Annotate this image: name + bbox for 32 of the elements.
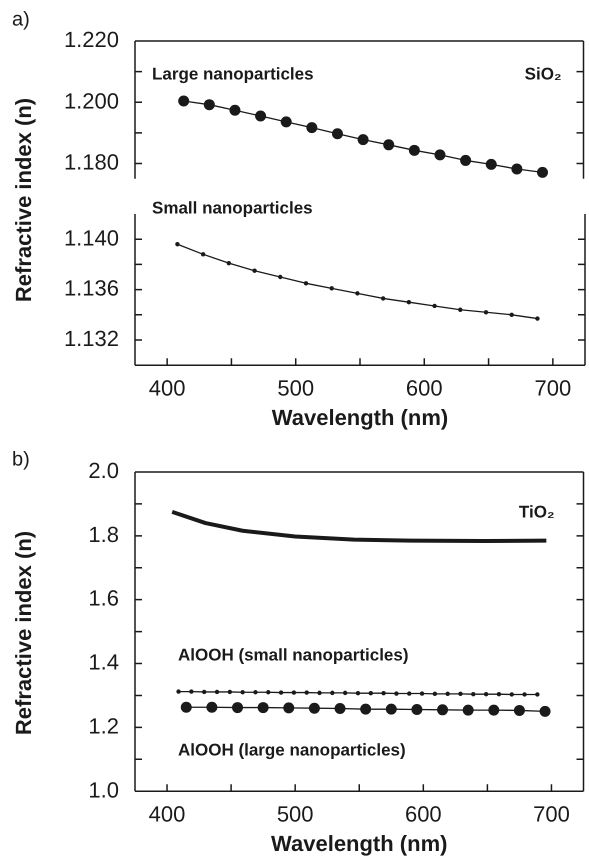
- y-tick-label: 1.4: [88, 650, 119, 675]
- legend-label: TiO₂: [518, 502, 554, 522]
- y-tick-label: 1.180: [64, 150, 119, 175]
- y-tick-label: 1.8: [88, 522, 119, 547]
- y-tick-label: 1.6: [88, 586, 119, 611]
- x-tick-label: 400: [148, 375, 186, 400]
- y-tick-label: 1.200: [64, 88, 119, 114]
- series-label: Large nanoparticles: [152, 64, 314, 84]
- x-tick-label: 500: [276, 801, 314, 826]
- x-tick-label: 400: [148, 801, 186, 826]
- x-axis-title: Wavelength (nm): [272, 404, 448, 430]
- y-tick-label: 1.0: [88, 777, 119, 802]
- y-axis-title: Refractive index (n): [11, 530, 37, 736]
- y-tick-label: 2.0: [88, 458, 119, 484]
- text: b): [12, 448, 30, 471]
- y-tick-label: 1.220: [64, 27, 119, 52]
- text: Small nanoparticles: [152, 198, 313, 218]
- series-label: AlOOH (small nanoparticles): [178, 646, 408, 665]
- y-axis-title: Refractive index (n): [11, 98, 37, 302]
- x-tick-label: 700: [533, 801, 570, 826]
- x-tick-label: 600: [404, 801, 442, 826]
- x-axis-title: Wavelength (nm): [271, 830, 448, 856]
- y-tick-label: 1.140: [64, 225, 119, 250]
- y-tick-label: 1.136: [64, 276, 119, 301]
- x-tick-label: 600: [406, 375, 443, 400]
- y-tick-label: 1.2: [88, 713, 119, 738]
- x-tick-label: 500: [277, 375, 314, 400]
- x-tick-label: 700: [534, 375, 572, 400]
- y-tick-label: 1.132: [64, 326, 119, 352]
- annotation: SiO₂: [524, 64, 562, 84]
- series-label: AlOOH (large nanoparticles): [178, 740, 406, 760]
- text: a): [12, 8, 30, 31]
